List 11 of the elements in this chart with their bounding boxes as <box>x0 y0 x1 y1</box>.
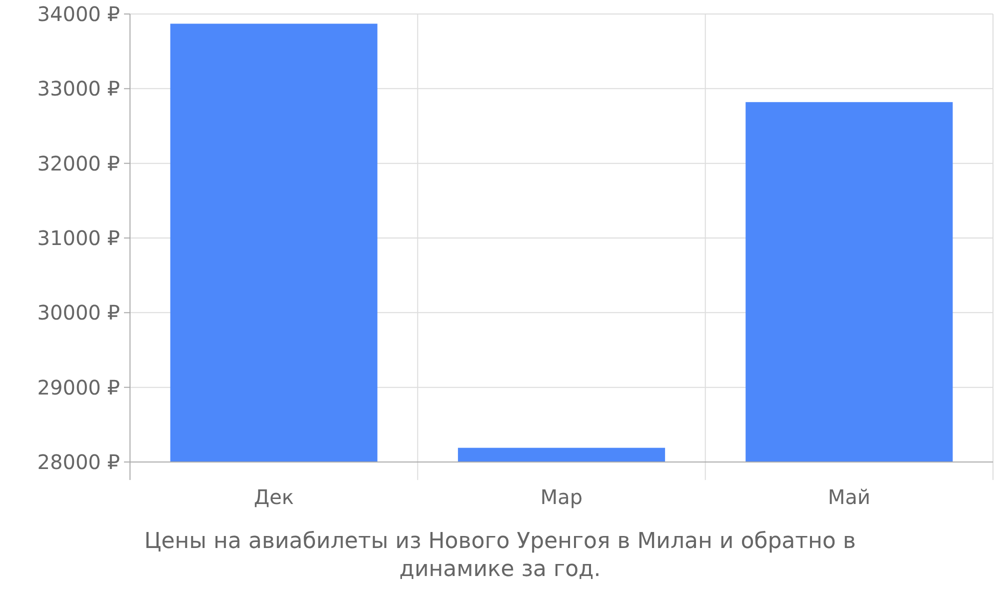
y-tick-label: 28000 ₽ <box>37 450 120 474</box>
x-tick-label: Май <box>828 485 870 509</box>
x-tick-label: Дек <box>254 485 294 509</box>
y-tick-label: 31000 ₽ <box>37 226 120 250</box>
x-tick-label: Мар <box>540 485 583 509</box>
y-tick-label: 34000 ₽ <box>37 2 120 26</box>
y-tick-label: 29000 ₽ <box>37 375 120 400</box>
y-tick-label: 30000 ₽ <box>37 300 120 325</box>
y-tick-label: 33000 ₽ <box>37 76 120 101</box>
y-tick-label: 32000 ₽ <box>37 151 120 176</box>
text: Цены на авиабилеты из Нового Уренгоя в Милан и обратно в динамике за год. <box>144 529 856 582</box>
